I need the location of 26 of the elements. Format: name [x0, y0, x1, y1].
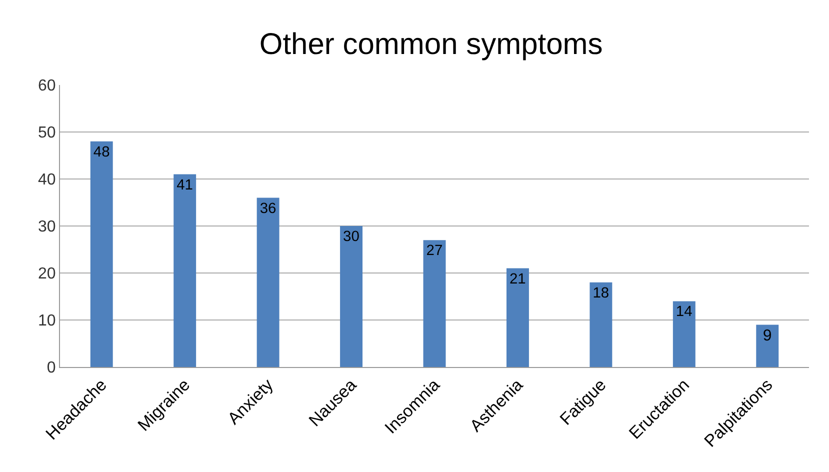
y-tick-label: 10: [38, 312, 56, 330]
data-label: 41: [176, 177, 193, 194]
bar: [506, 268, 529, 367]
data-label: 27: [426, 243, 443, 260]
data-label: 21: [509, 271, 526, 288]
bar: [590, 282, 612, 367]
data-label: 48: [93, 144, 110, 160]
y-tick-label: 0: [46, 360, 56, 377]
y-tick-label: 20: [38, 266, 56, 283]
data-label: 14: [676, 304, 692, 320]
y-tick-label: 40: [38, 172, 56, 189]
chart-title: Other common symptoms: [259, 28, 603, 62]
bar: [174, 174, 196, 367]
bar: [340, 226, 363, 367]
y-tick-label: 60: [38, 78, 56, 95]
data-label: 36: [260, 200, 276, 217]
data-label: 9: [762, 328, 772, 345]
bar: [672, 301, 696, 367]
y-tick-label: 30: [38, 218, 56, 236]
bar: [256, 198, 280, 367]
y-tick-label: 50: [38, 124, 56, 142]
data-label: 30: [343, 228, 360, 245]
bar: [423, 240, 446, 367]
bar: [756, 324, 779, 367]
data-label: 18: [592, 285, 610, 302]
bar: [90, 141, 113, 367]
